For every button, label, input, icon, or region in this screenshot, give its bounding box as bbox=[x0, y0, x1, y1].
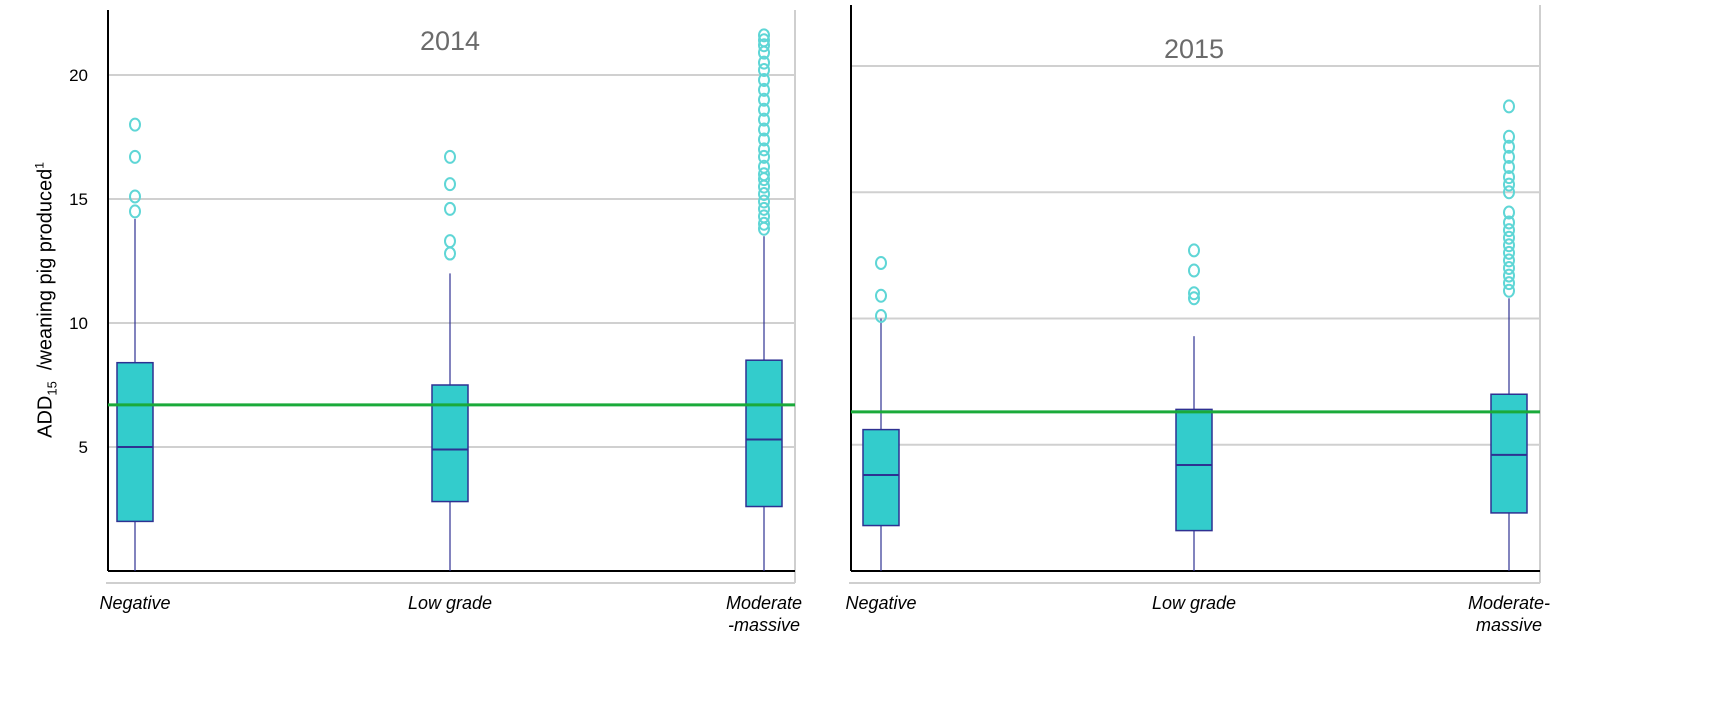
x-category-label: Moderate-massive bbox=[726, 593, 802, 635]
outlier-point bbox=[758, 28, 770, 43]
outlier-point bbox=[758, 92, 770, 107]
outlier-point bbox=[1503, 223, 1515, 238]
outlier-point bbox=[758, 201, 770, 216]
y-tick-label: 10 bbox=[69, 314, 88, 333]
outlier-point bbox=[758, 112, 770, 127]
outlier-point bbox=[758, 149, 770, 164]
outlier-point bbox=[444, 246, 456, 261]
x-category-label-line: Moderate- bbox=[1468, 593, 1550, 613]
outlier-point bbox=[444, 177, 456, 192]
outlier-point bbox=[758, 194, 770, 209]
outlier-point bbox=[758, 132, 770, 147]
outlier-point bbox=[1503, 261, 1515, 275]
outlier-point bbox=[1503, 245, 1515, 260]
outlier-point bbox=[758, 187, 770, 202]
outlier-point bbox=[129, 204, 141, 219]
x-category-label-line: Moderate bbox=[726, 593, 802, 613]
outlier-point bbox=[758, 142, 770, 157]
outlier-point bbox=[758, 38, 770, 53]
outlier-point bbox=[129, 117, 141, 132]
outlier-point bbox=[758, 82, 770, 97]
outlier-point bbox=[1503, 185, 1515, 200]
outlier-point bbox=[1188, 286, 1200, 301]
outlier-point bbox=[758, 102, 770, 117]
outlier-point bbox=[1503, 215, 1515, 230]
x-category-label: Negative bbox=[845, 593, 916, 613]
box-iqr bbox=[862, 428, 900, 527]
outlier-point bbox=[1503, 170, 1515, 185]
panel-title: 2014 bbox=[420, 26, 480, 56]
box-iqr bbox=[1175, 408, 1213, 532]
box-iqr bbox=[745, 359, 783, 508]
outlier-point bbox=[1503, 276, 1515, 291]
outlier-point bbox=[1503, 129, 1515, 144]
outlier-point bbox=[758, 72, 770, 87]
x-category-label: Low grade bbox=[408, 593, 492, 613]
box-iqr bbox=[431, 384, 469, 503]
outlier-point bbox=[1503, 149, 1515, 164]
box-iqr bbox=[116, 361, 154, 523]
y-tick-label: 15 bbox=[69, 190, 88, 209]
outlier-point bbox=[758, 63, 770, 78]
outlier-point bbox=[758, 122, 770, 137]
outlier-point bbox=[875, 288, 887, 303]
outlier-point bbox=[758, 33, 770, 48]
outlier-point bbox=[1503, 238, 1515, 253]
x-category-label: Low grade bbox=[1152, 593, 1236, 613]
box-iqr bbox=[1490, 393, 1528, 514]
x-category-label-line: massive bbox=[1476, 615, 1542, 635]
x-category-label-line: -massive bbox=[728, 615, 800, 635]
outlier-point bbox=[1503, 253, 1515, 268]
x-category-label-line: Negative bbox=[99, 593, 170, 613]
x-category-label: Moderate-massive bbox=[1468, 593, 1550, 635]
outlier-point bbox=[1503, 139, 1515, 154]
outlier-point bbox=[1188, 243, 1200, 258]
panel-title: 2015 bbox=[1164, 34, 1224, 64]
outlier-point bbox=[1503, 99, 1515, 114]
x-category-label-line: Low grade bbox=[408, 593, 492, 613]
outlier-point bbox=[129, 189, 141, 204]
outlier-point bbox=[758, 55, 770, 70]
outlier-point bbox=[444, 234, 456, 249]
outlier-point bbox=[875, 255, 887, 270]
outlier-point bbox=[1503, 205, 1515, 220]
outlier-point bbox=[1188, 291, 1200, 306]
x-category-label-line: Low grade bbox=[1152, 593, 1236, 613]
outlier-point bbox=[444, 201, 456, 216]
outlier-point bbox=[129, 149, 141, 164]
outlier-point bbox=[758, 216, 770, 231]
x-category-label: Negative bbox=[99, 593, 170, 613]
y-tick-label: 5 bbox=[79, 438, 88, 457]
x-category-label-line: Negative bbox=[845, 593, 916, 613]
outlier-point bbox=[1503, 160, 1515, 174]
outlier-point bbox=[758, 159, 770, 174]
outlier-point bbox=[758, 209, 770, 224]
outlier-point bbox=[1503, 268, 1515, 283]
outlier-point bbox=[1503, 230, 1515, 245]
outlier-point bbox=[1188, 263, 1200, 278]
outlier-point bbox=[875, 308, 887, 323]
outlier-point bbox=[1503, 177, 1515, 192]
outlier-point bbox=[758, 167, 770, 182]
y-tick-label: 20 bbox=[69, 66, 88, 85]
outlier-point bbox=[1503, 283, 1515, 298]
outlier-point bbox=[444, 149, 456, 164]
